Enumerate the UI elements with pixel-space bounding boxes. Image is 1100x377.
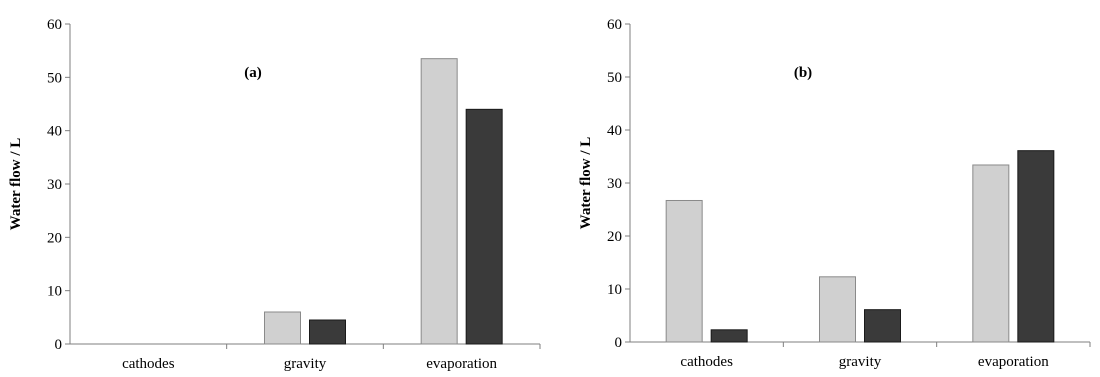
y-axis-title: Water flow / L <box>8 138 24 231</box>
bar-gravity-series-2 <box>309 319 346 345</box>
bar-evaporation-series-2 <box>1017 150 1055 343</box>
y-tick-label: 10 <box>47 284 62 300</box>
bar-evaporation-series-1 <box>972 164 1010 343</box>
panel-annotation: (b) <box>794 65 812 81</box>
bar-gravity-series-1 <box>819 276 856 343</box>
y-tick-label: 0 <box>615 335 623 351</box>
y-tick-label: 40 <box>47 124 62 140</box>
y-tick-label: 50 <box>47 70 62 86</box>
bar-cathodes-series-1 <box>665 199 703 343</box>
y-tick-label: 30 <box>47 177 62 193</box>
y-tick-label: 60 <box>607 17 622 33</box>
bar-evaporation-series-1 <box>420 58 458 345</box>
bar-cathodes-series-2 <box>710 329 748 343</box>
x-tick-label: evaporation <box>978 354 1049 370</box>
y-tick-label: 50 <box>607 70 622 86</box>
bar-gravity-series-2 <box>864 309 901 343</box>
y-tick-label: 60 <box>47 17 62 33</box>
panel-annotation: (a) <box>244 65 262 81</box>
bar-gravity-series-1 <box>264 311 301 345</box>
y-tick-label: 0 <box>55 337 63 353</box>
y-tick-label: 20 <box>607 229 622 245</box>
y-tick-label: 10 <box>607 282 622 298</box>
y-axis-title: Water flow / L <box>578 137 594 230</box>
y-tick-label: 30 <box>607 176 622 192</box>
x-tick-label: cathodes <box>122 356 175 372</box>
bar-evaporation-series-2 <box>465 108 503 345</box>
x-tick-label: gravity <box>284 356 327 372</box>
y-tick-label: 20 <box>47 230 62 246</box>
chart-panel-a: 0 10 20 30 40 50 60 Water flow / L (a) cathodes gr… <box>8 17 541 372</box>
y-tick-label: 40 <box>607 123 622 139</box>
x-tick-label: evaporation <box>426 356 497 372</box>
chart-panel-b: 0 10 20 30 40 50 60 Water flow / L (b) cathodes gr… <box>578 17 1091 370</box>
x-tick-label: cathodes <box>680 354 733 370</box>
x-tick-label: gravity <box>839 354 882 370</box>
